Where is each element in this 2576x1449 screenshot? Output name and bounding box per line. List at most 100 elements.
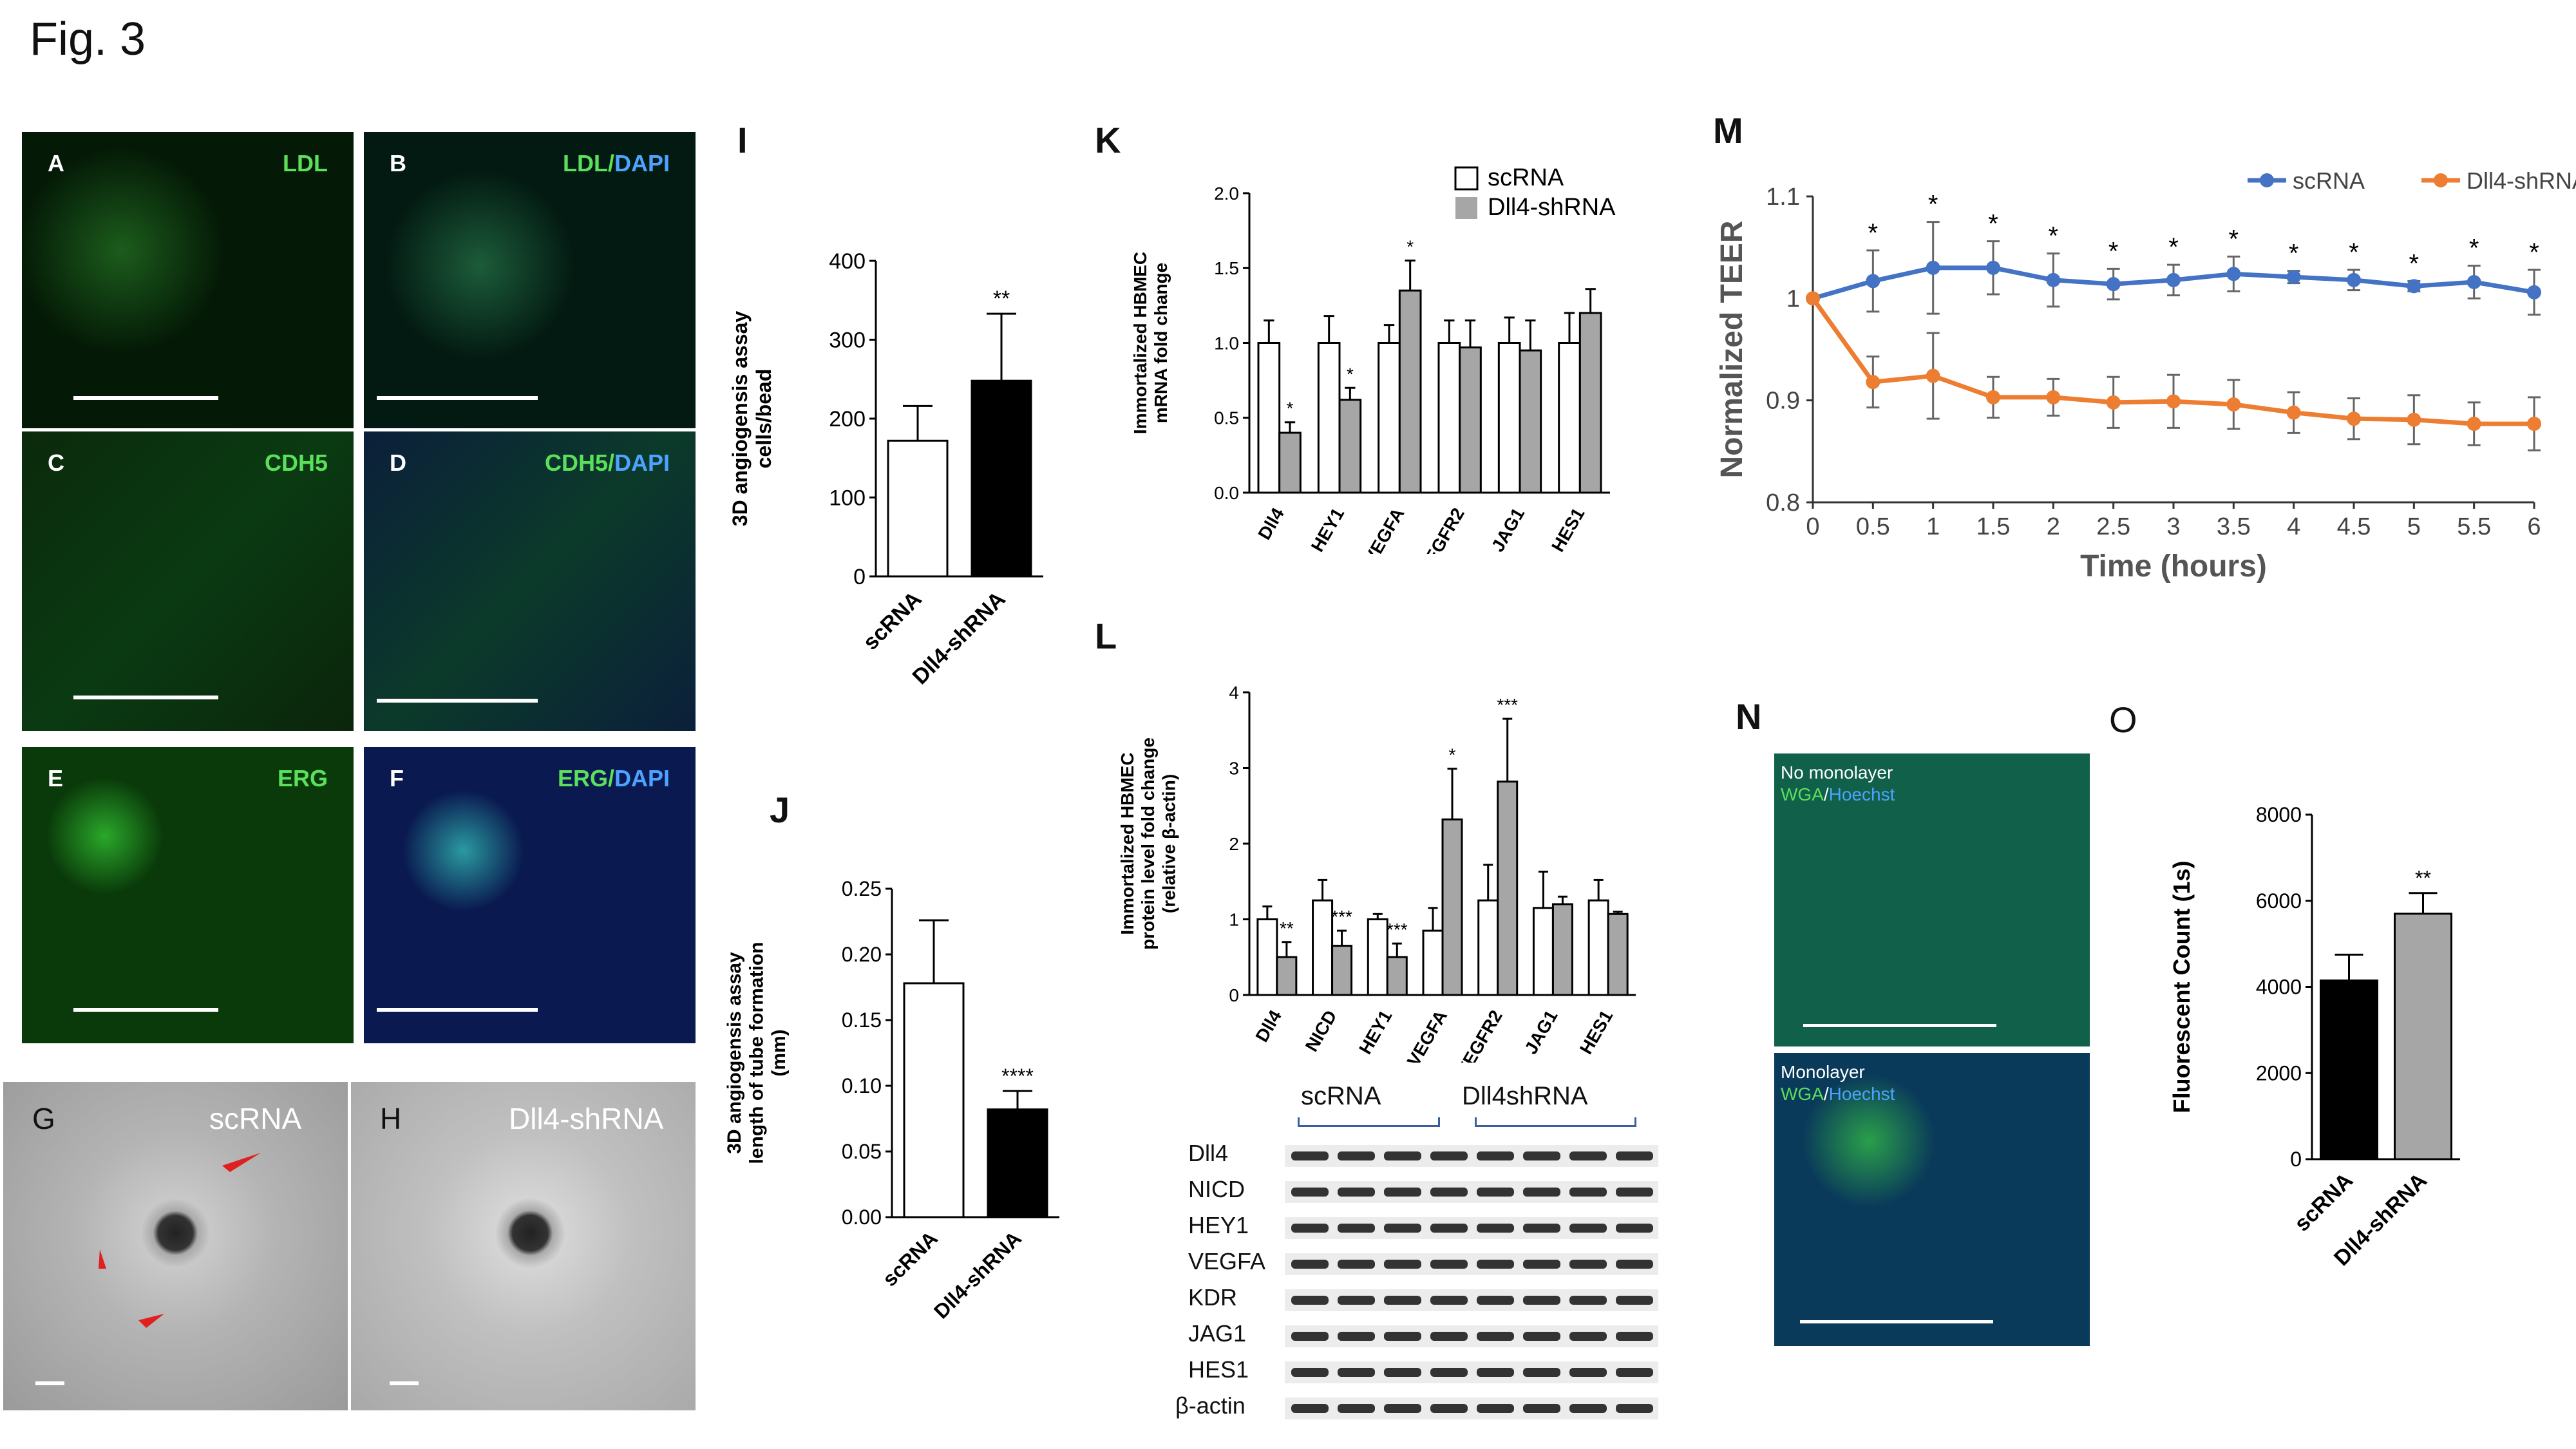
bar (1441, 818, 1463, 996)
bar (1578, 312, 1602, 494)
legend-swatch (1455, 197, 1477, 219)
data-point (2046, 390, 2061, 404)
wb-band (1523, 1332, 1560, 1341)
y-tick-label: 2000 (2256, 1061, 2302, 1084)
data-point (2226, 267, 2241, 281)
category-label: Dll4 (1254, 504, 1288, 543)
category-label: VEGFR2 (1415, 504, 1468, 554)
y-tick-label: 2 (1229, 834, 1239, 854)
micrograph-b: B LDL/DAPI (364, 132, 696, 428)
y-axis-label: Normalized TEER (1715, 220, 1749, 478)
wb-band (1291, 1332, 1329, 1341)
significance-mark: * (2409, 249, 2420, 278)
y-tick-label: 0 (1229, 985, 1239, 1005)
y-axis-label: protein level fold change (1138, 737, 1158, 950)
significance-mark: *** (1331, 907, 1352, 927)
red-arrow-1 (222, 1153, 261, 1172)
y-axis-label: (relative β-actin) (1159, 774, 1179, 913)
bar (1331, 945, 1353, 996)
legend-marker (2260, 173, 2274, 187)
panel-letter-k: K (1095, 120, 1121, 160)
y-tick-label: 400 (829, 249, 866, 274)
red-arrow-2 (99, 1249, 106, 1269)
data-point (1986, 390, 2000, 404)
significance-mark: * (1988, 210, 1998, 238)
legend-label: scRNA (1488, 164, 1564, 191)
x-tick-label: 6 (2527, 513, 2541, 540)
wb-band (1430, 1151, 1468, 1160)
wb-band (1523, 1368, 1560, 1377)
y-tick-label: 3 (1229, 758, 1239, 778)
wb-row-label: β-actin (1175, 1392, 1245, 1419)
x-tick-label: 5.5 (2457, 513, 2491, 540)
western-blot: scRNA Dll4shRNA Dll4 NICD HEY1 VEGFA KDR JAG1… (1140, 1082, 1674, 1419)
wb-band (1338, 1151, 1375, 1160)
wb-band-strip (1285, 1397, 1658, 1419)
wb-band (1616, 1404, 1653, 1413)
scale-bar-a (73, 396, 218, 400)
wb-band (1569, 1332, 1607, 1341)
panel-letter-i: I (737, 120, 748, 160)
category-label: JAG1 (1520, 1007, 1561, 1057)
wb-band (1338, 1368, 1375, 1377)
bar (1587, 899, 1609, 996)
data-point (1926, 368, 1940, 383)
stain-label-f-1: ERG/ (557, 765, 614, 791)
panel-letter-a: A (48, 150, 64, 176)
n-bottom-stain-wga: WGA (1781, 1084, 1824, 1104)
wb-band (1430, 1260, 1468, 1269)
significance-mark: ** (2415, 867, 2431, 890)
data-point (2527, 417, 2541, 431)
legend-label: Dll4-shRNA (2467, 167, 2576, 194)
x-tick-label: 1.5 (1976, 513, 2011, 540)
significance-mark: * (2349, 238, 2359, 267)
wb-band (1338, 1332, 1375, 1341)
chart-m: 0.8 0.9 1 1.1 0 0.5 1 1.5 2 2.5 3 3.5 4 4.5 5 5.5 6 * * * * *… (1715, 167, 2576, 583)
significance-mark: *** (1497, 695, 1518, 715)
wb-band (1430, 1224, 1468, 1233)
wb-band (1291, 1368, 1329, 1377)
bar (2320, 979, 2378, 1160)
wb-band (1616, 1151, 1653, 1160)
stain-label-d: CDH5/DAPI (545, 450, 670, 477)
panel-letter-g: G (32, 1102, 55, 1135)
data-point (1806, 291, 1820, 306)
panel-letter-n: N (1736, 696, 1762, 737)
wb-row-label: HEY1 (1188, 1212, 1249, 1238)
data-point (2347, 412, 2361, 426)
category-label: HES1 (1548, 504, 1588, 554)
bar (1477, 899, 1499, 996)
stain-label-f-2: DAPI (614, 765, 670, 791)
y-tick-label: 1.5 (1214, 258, 1239, 278)
panel-letter-e: E (48, 765, 64, 791)
micrograph-e: E ERG (22, 747, 354, 1043)
significance-mark: * (2289, 240, 2299, 268)
category-label: scRNA (2289, 1168, 2358, 1236)
x-axis-label: Time (hours) (2080, 549, 2267, 583)
wb-band (1384, 1296, 1421, 1305)
significance-mark: * (2108, 237, 2119, 265)
n-bottom-label: Monolayer (1781, 1062, 1865, 1082)
wb-band (1338, 1404, 1375, 1413)
wb-band (1523, 1296, 1560, 1305)
wb-band (1430, 1368, 1468, 1377)
bar (1398, 289, 1422, 494)
wb-band (1616, 1368, 1653, 1377)
micrograph-a: A LDL (22, 132, 354, 428)
y-tick-label: 4 (1229, 683, 1239, 703)
wb-band (1291, 1188, 1329, 1197)
wb-band (1523, 1260, 1560, 1269)
bar (987, 1108, 1048, 1218)
panel-letter-l: L (1095, 616, 1117, 656)
micrograph-f: F ERG/DAPI (364, 747, 696, 1043)
scale-bar-b (377, 396, 538, 400)
bar (1497, 342, 1521, 494)
legend-marker (2434, 173, 2448, 187)
bar (1532, 907, 1554, 996)
panel-letter-d: D (390, 450, 406, 476)
data-point (2046, 272, 2061, 287)
chart-k: 0.0 0.5 1.0 1.5 2.0 * Dll4 * HEY1 * VEGFA VEGFR2 JAG… (1130, 164, 1616, 554)
micrograph-c: C CDH5 (22, 431, 354, 731)
data-point (2166, 272, 2181, 287)
wb-band (1569, 1368, 1607, 1377)
